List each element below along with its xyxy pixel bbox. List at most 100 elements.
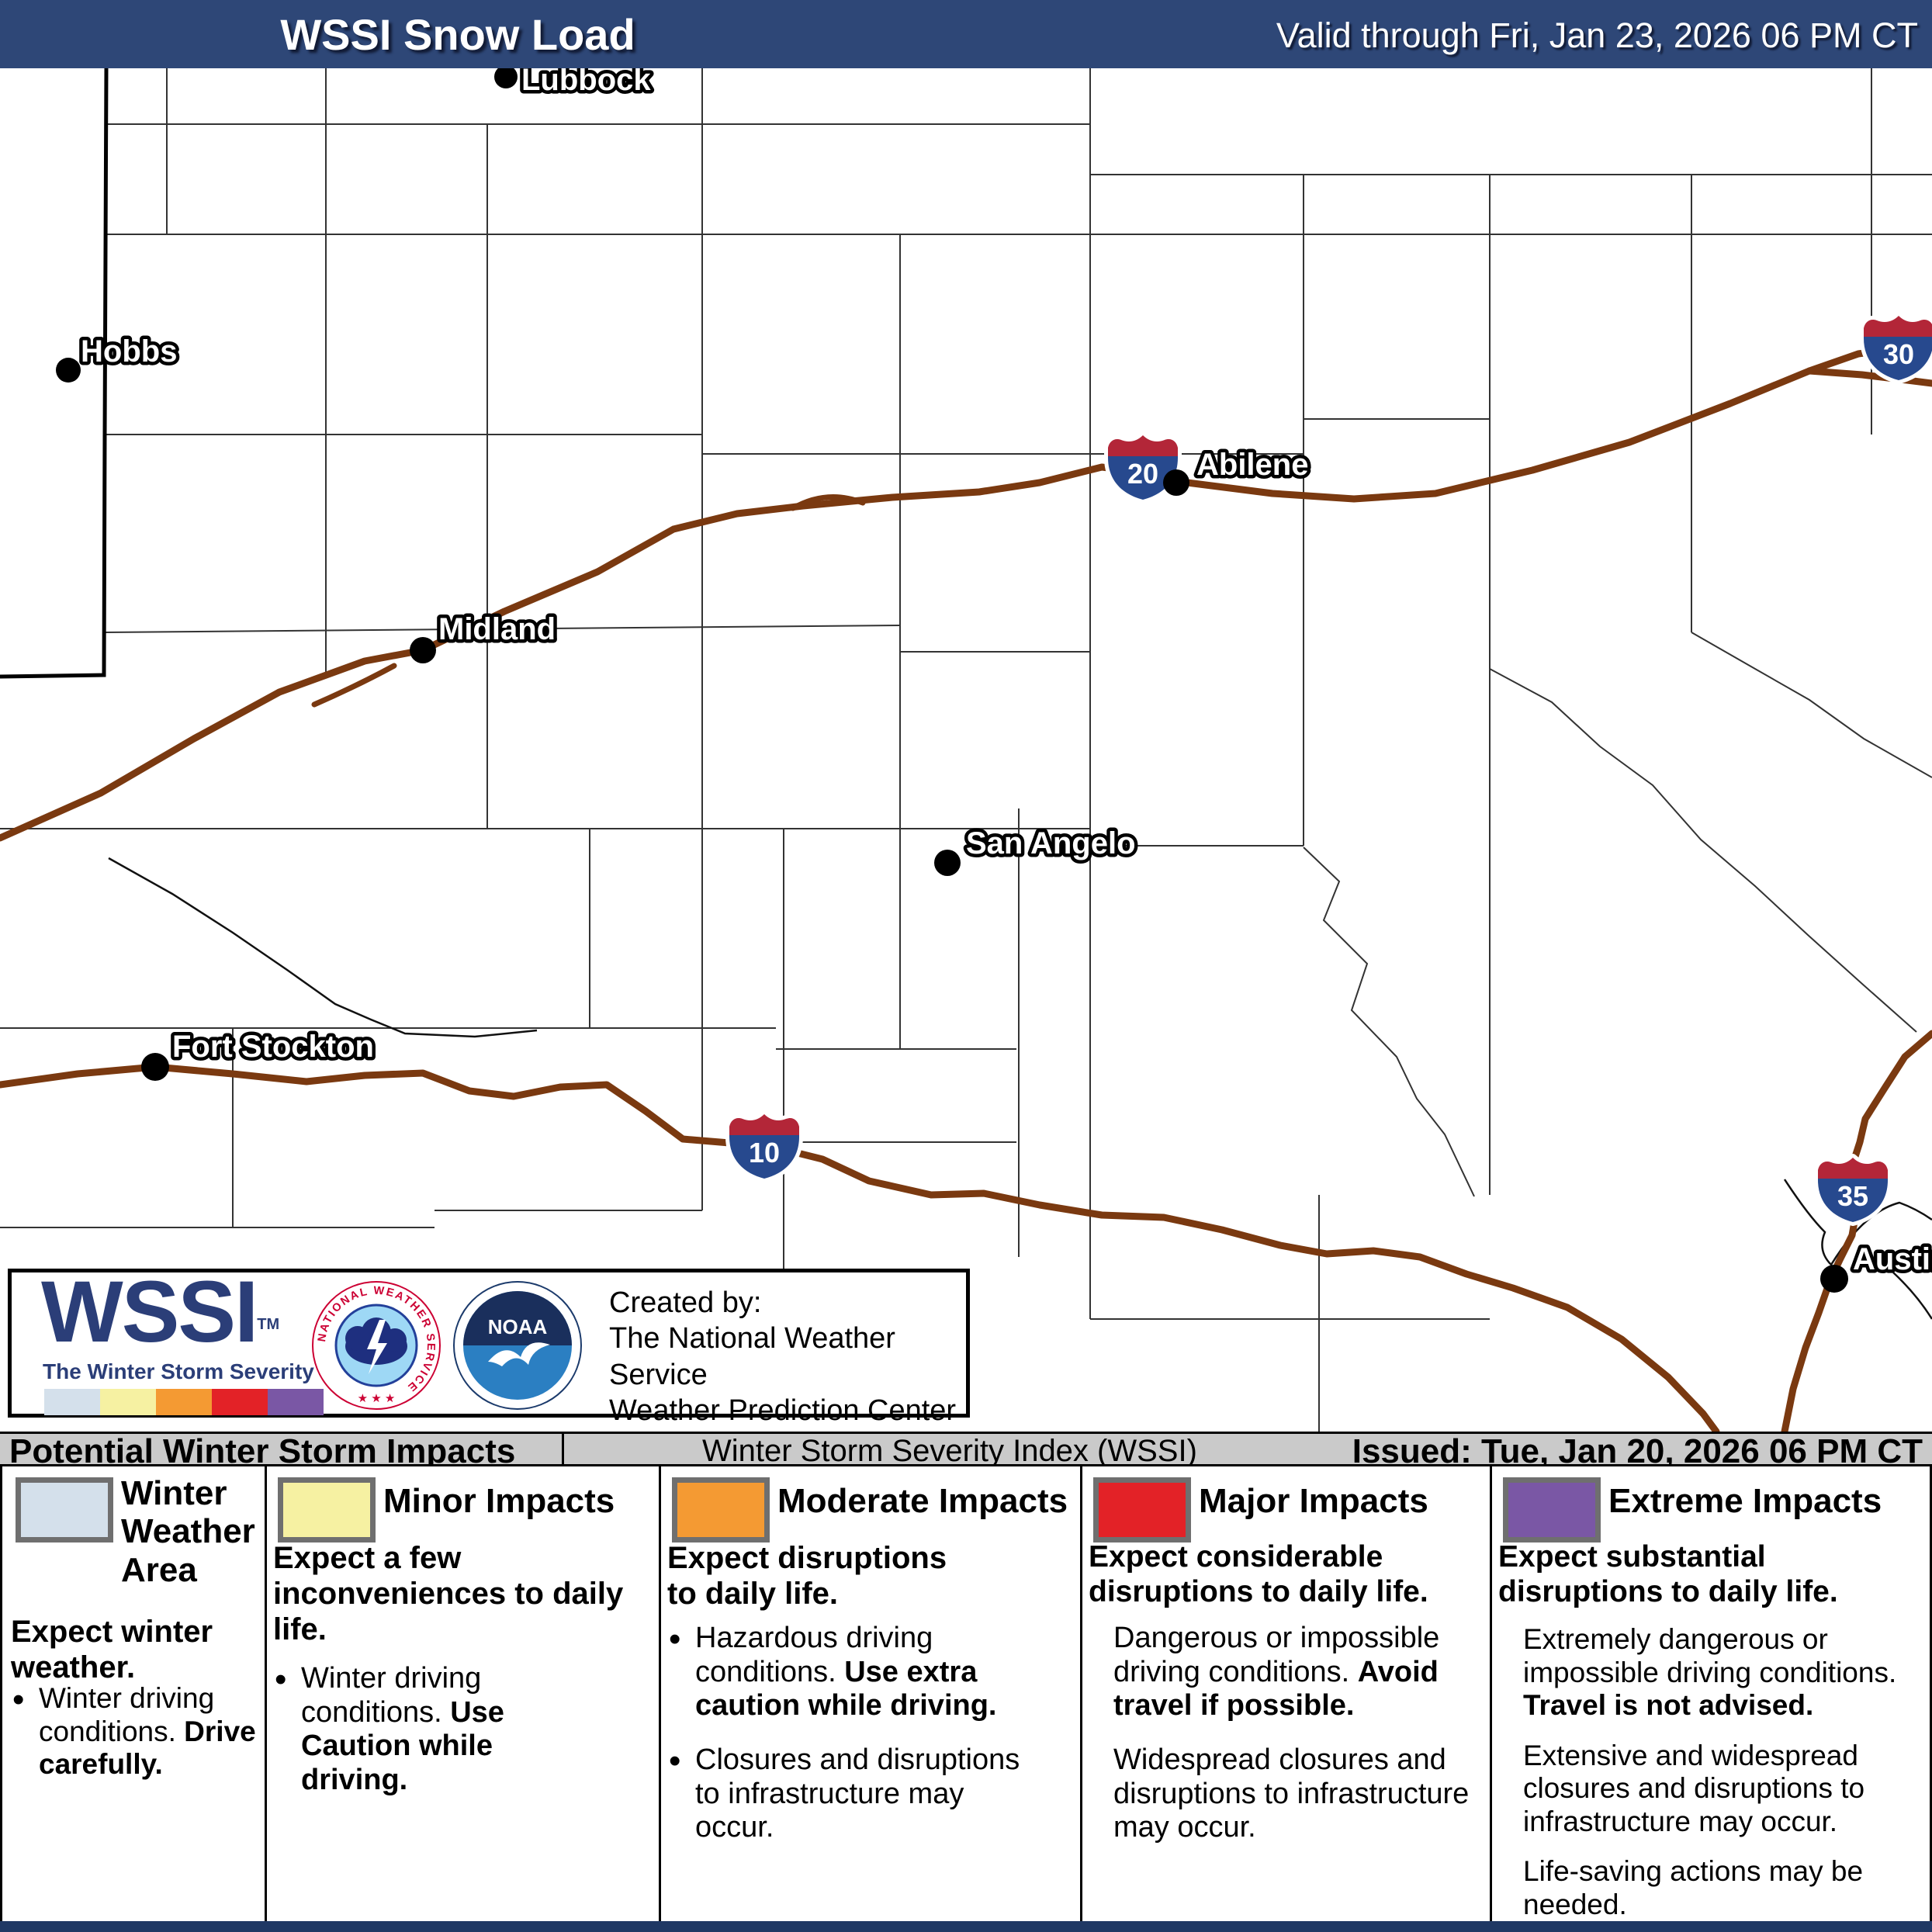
city-label-midland: Midland bbox=[438, 612, 556, 646]
city-dot-fort-stockton bbox=[141, 1053, 169, 1081]
winter-weather-title: Winter Weather Area bbox=[121, 1474, 255, 1589]
city-label-lubbock: Lubbock bbox=[521, 68, 651, 97]
interstate-30-number: 30 bbox=[1883, 338, 1914, 370]
created-by-text: Created by: The National Weather Service… bbox=[609, 1285, 966, 1428]
minor-title: Minor Impacts bbox=[383, 1482, 615, 1520]
legend-item: Closures and disruptions to infrastructu… bbox=[666, 1742, 1055, 1845]
legend-item: Dangerous or impossible driving conditio… bbox=[1113, 1622, 1440, 1723]
moderate-title: Moderate Impacts bbox=[777, 1482, 1068, 1520]
interstate-10-number: 10 bbox=[749, 1137, 780, 1169]
info-bar-divider bbox=[562, 1434, 564, 1464]
page-title: WSSI Snow Load bbox=[280, 10, 635, 59]
created-by-line1: Created by: bbox=[609, 1286, 762, 1319]
noaa-text: NOAA bbox=[488, 1315, 548, 1338]
extreme-items: Extremely dangerous or impossible drivin… bbox=[1497, 1606, 1928, 1921]
svg-text:Lubbock: Lubbock bbox=[521, 68, 651, 97]
header-bar: WSSI Snow Load Valid through Fri, Jan 23… bbox=[0, 0, 1932, 68]
legend-col-winter-weather: Winter Weather Area Expect winter weathe… bbox=[5, 1466, 265, 1921]
valid-through-label: Valid through Fri, Jan 23, 2026 06 PM CT bbox=[1276, 16, 1918, 55]
legend-item: Extremely dangerous or impossible drivin… bbox=[1523, 1623, 1897, 1722]
county-boundaries bbox=[0, 68, 1932, 1432]
svg-text:Hobbs: Hobbs bbox=[81, 334, 177, 369]
created-by-line2: The National Weather Service bbox=[609, 1322, 895, 1391]
city-dot-lubbock bbox=[494, 68, 518, 88]
minor-lead: Expect a few inconveniences to daily lif… bbox=[273, 1541, 624, 1646]
legend-col-major: Major Impacts Expect considerable disrup… bbox=[1082, 1466, 1490, 1921]
strip-winter-weather bbox=[44, 1389, 100, 1415]
strip-minor bbox=[100, 1389, 156, 1415]
wssi-logo-box: WSSITM The Winter Storm Severity Index N bbox=[8, 1263, 970, 1427]
extreme-lead: Expect substantial disruptions to daily … bbox=[1498, 1540, 1838, 1608]
legend-item: Hazardous driving conditions. Use extra … bbox=[666, 1620, 1055, 1723]
legend-col-minor: Minor Impacts Expect a few inconvenience… bbox=[267, 1466, 659, 1921]
created-by-line3: Weather Prediction Center bbox=[609, 1394, 957, 1428]
severity-color-strip bbox=[44, 1389, 324, 1415]
strip-major bbox=[212, 1389, 268, 1415]
legend-divider-3 bbox=[1080, 1466, 1082, 1921]
svg-text:Austin: Austin bbox=[1853, 1242, 1932, 1276]
city-label-san-angelo: San Angelo bbox=[966, 826, 1136, 860]
city-label-hobbs: Hobbs bbox=[81, 334, 177, 369]
city-dot-hobbs bbox=[56, 358, 81, 383]
river-boundaries bbox=[108, 857, 1932, 1320]
winter-weather-items: Winter driving conditions. Drive careful… bbox=[9, 1662, 261, 1781]
info-bar-subtitle: Winter Storm Severity Index (WSSI) bbox=[702, 1434, 1197, 1468]
moderate-items: Hazardous driving conditions. Use extra … bbox=[666, 1601, 1055, 1845]
svg-text:Midland: Midland bbox=[438, 612, 556, 646]
svg-text:Abilene: Abilene bbox=[1196, 448, 1308, 482]
interstate-10-shield-icon: 10 bbox=[729, 1114, 799, 1179]
city-dot-austin bbox=[1820, 1265, 1848, 1293]
info-bar: Potential Winter Storm Impacts Winter St… bbox=[0, 1432, 1932, 1470]
legend-item: Life-saving actions may be needed. bbox=[1523, 1855, 1864, 1920]
legend-item: Extensive and widespread closures and di… bbox=[1523, 1739, 1865, 1837]
nws-stars: ★ ★ ★ bbox=[358, 1392, 396, 1405]
issued-label: Issued: Tue, Jan 20, 2026 06 PM CT bbox=[1352, 1432, 1923, 1470]
winter-weather-lead: Expect winter weather. bbox=[11, 1615, 213, 1684]
legend-col-extreme: Extreme Impacts Expect substantial disru… bbox=[1492, 1466, 1932, 1921]
bottom-strip bbox=[0, 1921, 1932, 1932]
minor-swatch bbox=[278, 1477, 376, 1542]
svg-text:San Angelo: San Angelo bbox=[966, 826, 1136, 860]
city-label-fort-stockton: Fort Stockton bbox=[172, 1030, 374, 1064]
interstate-20-route bbox=[0, 367, 1932, 842]
midland-business-loop bbox=[311, 663, 397, 708]
city-dot-san-angelo bbox=[934, 850, 961, 876]
svg-text:Fort Stockton: Fort Stockton bbox=[172, 1030, 374, 1064]
extreme-swatch bbox=[1503, 1477, 1601, 1542]
city-label-austin: Austin bbox=[1853, 1242, 1932, 1276]
info-bar-title: Potential Winter Storm Impacts bbox=[9, 1432, 516, 1470]
legend-col-moderate: Moderate Impacts Expect disruptions to d… bbox=[661, 1466, 1080, 1921]
trademark-symbol: TM bbox=[257, 1316, 280, 1333]
impact-legend: Winter Weather Area Expect winter weathe… bbox=[0, 1466, 1932, 1921]
interstate-35-route bbox=[1781, 1030, 1932, 1432]
interstate-10-route bbox=[0, 1063, 1720, 1432]
moderate-lead: Expect disruptions to daily life. bbox=[667, 1541, 947, 1611]
wssi-logo-text: WSSITM bbox=[41, 1263, 280, 1360]
city-dot-midland bbox=[410, 637, 436, 663]
legend-divider-1 bbox=[265, 1466, 267, 1921]
legend-divider-4 bbox=[1490, 1466, 1492, 1921]
legend-divider-2 bbox=[659, 1466, 661, 1921]
city-markers: Lubbock Lubbock Hobbs Hobbs Midland Midl… bbox=[56, 68, 1932, 1293]
major-swatch bbox=[1093, 1477, 1191, 1542]
legend-item: Widespread closures and disruptions to i… bbox=[1113, 1743, 1470, 1844]
weather-map: 20 10 35 30 Lubbock Lubbock Hobbs Hobbs … bbox=[0, 68, 1932, 1432]
interstate-20-number: 20 bbox=[1127, 458, 1158, 490]
moderate-swatch bbox=[672, 1477, 770, 1542]
minor-items: Winter driving conditions. Use Caution w… bbox=[272, 1642, 636, 1798]
interstate-35-shield-icon: 35 bbox=[1818, 1158, 1888, 1222]
interstate-30-shield-icon: 30 bbox=[1864, 316, 1932, 380]
major-lead: Expect considerable disruptions to daily… bbox=[1089, 1540, 1428, 1608]
winter-weather-swatch bbox=[16, 1477, 113, 1542]
major-items: Dangerous or impossible driving conditio… bbox=[1087, 1601, 1481, 1845]
strip-extreme bbox=[268, 1389, 324, 1415]
noaa-logo-icon: NOAA bbox=[453, 1281, 582, 1410]
strip-moderate bbox=[156, 1389, 212, 1415]
interstate-35-number: 35 bbox=[1837, 1180, 1868, 1212]
nws-logo-icon: NATIONAL WEATHER SERVICE ★ ★ ★ bbox=[312, 1281, 441, 1410]
legend-item: Winter driving conditions. Drive careful… bbox=[9, 1681, 261, 1781]
major-title: Major Impacts bbox=[1199, 1482, 1428, 1520]
city-label-abilene: Abilene bbox=[1196, 448, 1308, 482]
interstate-20-shield-icon: 20 bbox=[1108, 435, 1178, 500]
